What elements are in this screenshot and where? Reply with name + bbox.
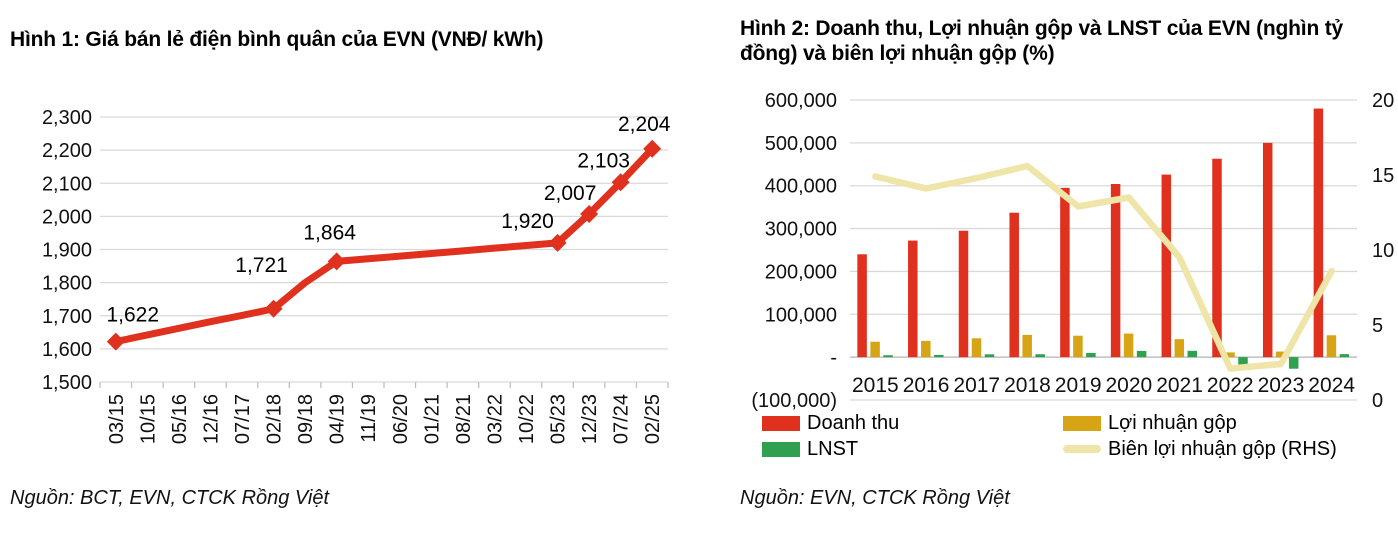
svg-text:300,000: 300,000 — [765, 219, 837, 241]
svg-text:06/20: 06/20 — [390, 394, 412, 444]
svg-text:20: 20 — [1372, 90, 1394, 112]
svg-text:2,200: 2,200 — [42, 140, 92, 162]
svg-text:5: 5 — [1372, 315, 1383, 337]
svg-text:2,100: 2,100 — [42, 173, 92, 195]
svg-text:0: 0 — [1372, 390, 1383, 412]
svg-text:10/22: 10/22 — [516, 394, 538, 444]
gross-margin-line — [872, 162, 1335, 372]
svg-text:11/19: 11/19 — [358, 394, 380, 443]
svg-text:08/21: 08/21 — [453, 394, 475, 444]
svg-text:2020: 2020 — [1105, 374, 1152, 397]
legend-item-doanh-thu: Doanh thu — [762, 412, 1063, 434]
svg-text:2,300: 2,300 — [42, 107, 92, 129]
svg-text:05/23: 05/23 — [548, 394, 570, 444]
svg-text:2019: 2019 — [1055, 374, 1102, 397]
right-axis-labels: 20 15 10 5 0 — [1372, 90, 1394, 412]
svg-text:15: 15 — [1372, 165, 1394, 187]
svg-text:12/16: 12/16 — [200, 394, 222, 444]
legend-label: Doanh thu — [807, 412, 900, 434]
svg-text:400,000: 400,000 — [765, 176, 837, 198]
figure1-title: Hình 1: Giá bán lẻ điện bình quân của EV… — [10, 28, 544, 51]
svg-text:09/18: 09/18 — [295, 394, 317, 444]
svg-text:10/15: 10/15 — [137, 394, 159, 444]
data-label: 2,007 — [544, 182, 597, 205]
svg-text:03/22: 03/22 — [484, 394, 506, 444]
legend-label: LNST — [807, 438, 859, 460]
legend-label: Lợi nhuận gộp — [1108, 412, 1237, 434]
svg-text:07/17: 07/17 — [232, 394, 254, 444]
diamond-marker — [264, 299, 283, 318]
x-axis-labels: 2015 2016 2017 2018 2019 2020 2021 2022 2023 2024 — [852, 374, 1355, 397]
svg-text:2016: 2016 — [903, 374, 950, 397]
svg-text:100,000: 100,000 — [765, 304, 837, 326]
diamond-marker — [548, 233, 567, 252]
y-gridlines: 600,000 500,000 400,000 300,000 200,000 100,0… — [751, 90, 1357, 412]
bar-series-2 — [883, 350, 1350, 369]
legend-item-loi-nhuan-gop: Lợi nhuận gộp — [1063, 412, 1337, 434]
svg-text:12/23: 12/23 — [579, 394, 601, 444]
svg-text:2015: 2015 — [852, 374, 899, 397]
legend-item-bien-loi-nhuan-gop: Biên lợi nhuận gộp (RHS) — [1063, 438, 1337, 460]
svg-text:2017: 2017 — [953, 374, 1000, 397]
data-label: 1,721 — [235, 254, 288, 277]
svg-text:2021: 2021 — [1156, 374, 1203, 397]
svg-text:02/18: 02/18 — [264, 394, 286, 444]
data-label: 1,864 — [303, 221, 356, 244]
svg-text:05/16: 05/16 — [169, 394, 191, 444]
svg-text:(100,000): (100,000) — [751, 390, 837, 412]
diamond-marker — [643, 139, 662, 158]
legend-item-lnst: LNST — [762, 438, 1063, 460]
svg-text:1,900: 1,900 — [42, 240, 92, 262]
net-profit-swatch-icon — [762, 441, 800, 457]
svg-text:2022: 2022 — [1207, 374, 1254, 397]
svg-text:1,500: 1,500 — [42, 372, 92, 394]
bar-series-0 — [857, 108, 1324, 358]
data-label: 2,103 — [577, 149, 630, 172]
figure2-legend: Doanh thu Lợi nhuận gộp LNST Biên lợi nh… — [762, 412, 1337, 460]
svg-text:500,000: 500,000 — [765, 133, 837, 155]
price-line — [112, 145, 656, 346]
diamond-marker — [106, 332, 125, 351]
svg-text:-: - — [830, 347, 837, 369]
revenue-swatch-icon — [762, 415, 800, 431]
svg-text:01/21: 01/21 — [421, 394, 443, 444]
figure2-title: Hình 2: Doanh thu, Lợi nhuận gộp và LNST… — [740, 17, 1343, 65]
svg-text:200,000: 200,000 — [765, 261, 837, 283]
svg-text:2,000: 2,000 — [42, 206, 92, 228]
svg-text:1,700: 1,700 — [42, 306, 92, 328]
y-gridlines: 2,300 2,200 2,100 2,000 1,900 1,800 1,700 1,600… — [42, 107, 668, 394]
gross-profit-swatch-icon — [1063, 415, 1101, 431]
diamond-marker — [611, 173, 630, 192]
svg-text:2024: 2024 — [1308, 374, 1355, 397]
figure1-source: Nguồn: BCT, EVN, CTCK Rồng Việt — [10, 487, 330, 509]
figure2-source: Nguồn: EVN, CTCK Rồng Việt — [740, 487, 1010, 509]
svg-text:02/25: 02/25 — [642, 394, 664, 444]
svg-text:1,800: 1,800 — [42, 273, 92, 295]
data-label: 1,920 — [501, 210, 554, 233]
x-axis-ticks — [99, 382, 669, 388]
diamond-marker — [580, 205, 599, 224]
svg-text:07/24: 07/24 — [611, 394, 633, 444]
margin-line-swatch-icon — [1063, 445, 1101, 453]
svg-text:2023: 2023 — [1258, 374, 1305, 397]
figure2-combo-chart: 600,000 500,000 400,000 300,000 200,000 100,0… — [751, 90, 1394, 412]
bar-series-1 — [870, 333, 1337, 358]
data-label: 2,204 — [618, 113, 671, 136]
data-label: 1,622 — [106, 304, 159, 327]
x-axis-labels: 03/15 10/15 05/16 12/16 07/17 02/18 09/18 04/19… — [106, 394, 664, 444]
svg-text:10: 10 — [1372, 240, 1394, 262]
svg-text:600,000: 600,000 — [765, 90, 837, 112]
svg-text:1,600: 1,600 — [42, 339, 92, 361]
legend-label: Biên lợi nhuận gộp (RHS) — [1108, 438, 1337, 460]
svg-text:2018: 2018 — [1004, 374, 1051, 397]
figure1-line-chart: 2,300 2,200 2,100 2,000 1,900 1,800 1,700 1,600… — [42, 107, 671, 444]
svg-text:03/15: 03/15 — [106, 394, 128, 444]
svg-text:04/19: 04/19 — [327, 394, 349, 444]
